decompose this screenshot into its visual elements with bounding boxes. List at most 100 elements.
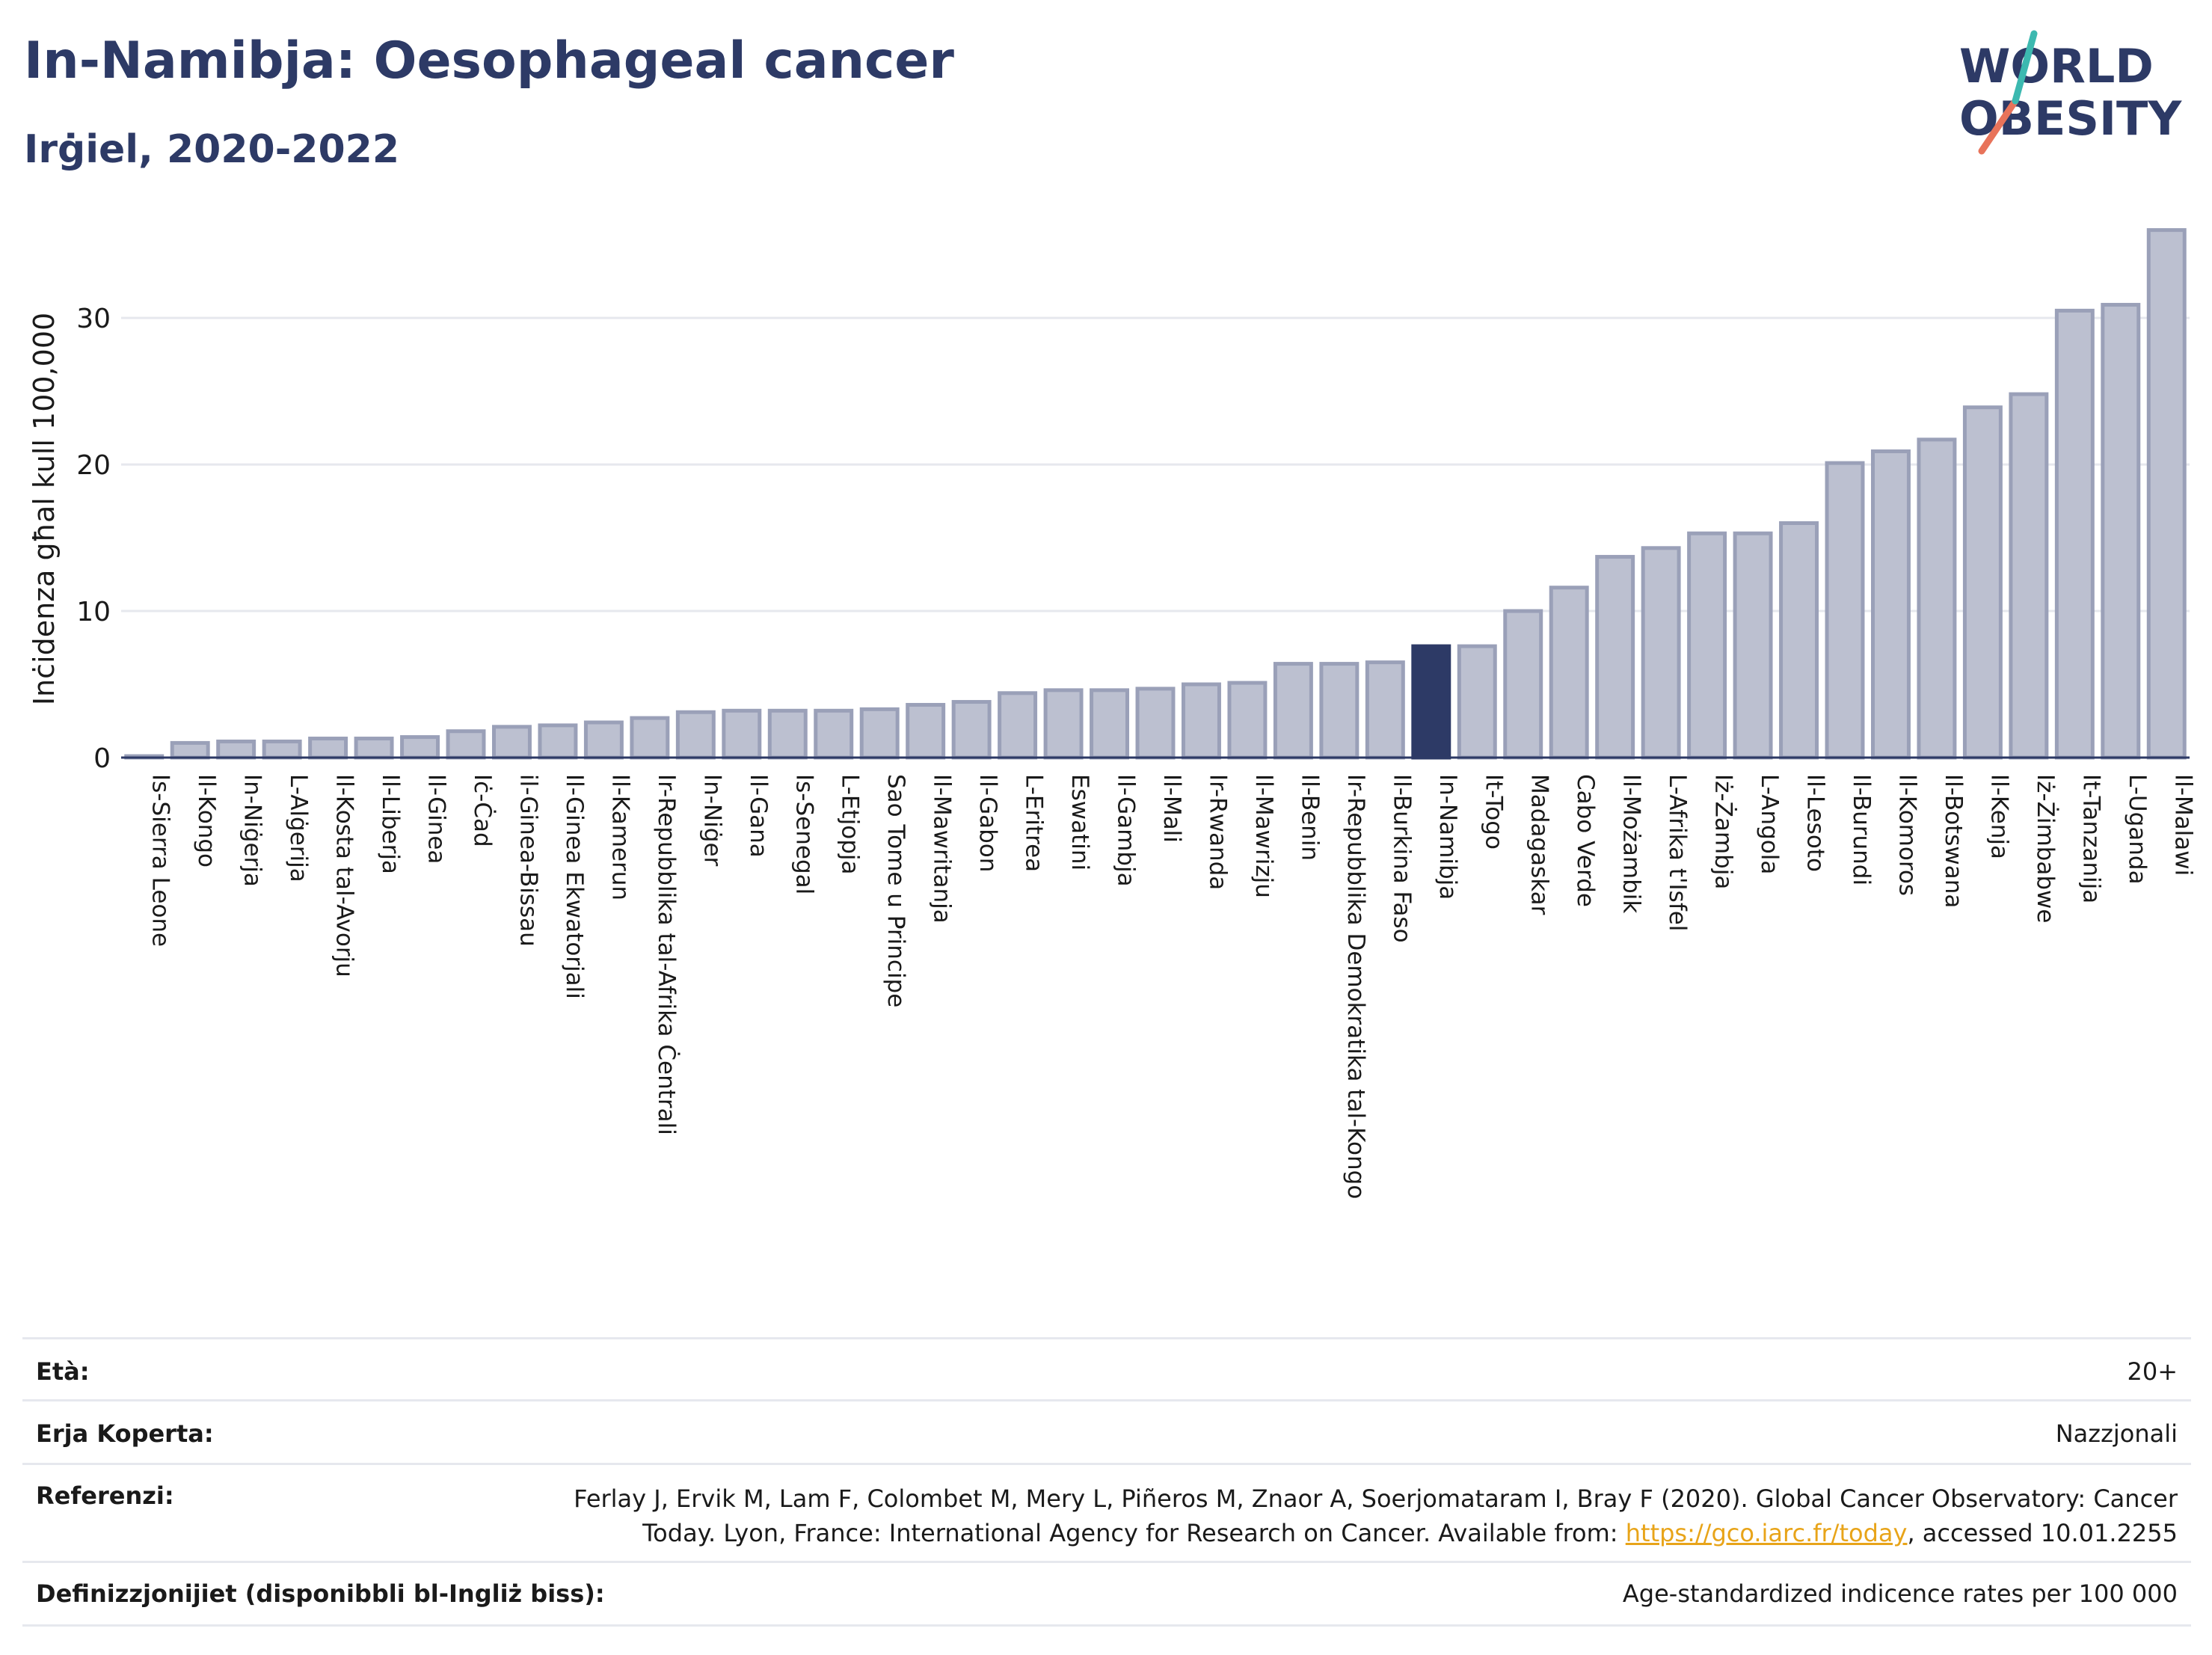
age-value: 20+ [2127,1357,2178,1386]
y-tick-label: 10 [76,597,111,627]
bar [262,739,302,760]
bar [767,708,808,760]
x-tick-label: It-Tanzanija [2077,774,2104,903]
meta-row-area: Erja Koperta: Nazzjonali [22,1399,2191,1463]
y-tick-label: 30 [76,304,111,334]
x-tick-label: L-Uganda [2124,774,2151,885]
x-tick-label: L-Afrika t'Isfel [1664,774,1691,931]
logo-line2: OBESITY [1959,91,2182,146]
y-ticks: 0 10 20 30 [76,304,111,774]
bar [1779,521,1819,760]
meta-row-age: Età: 20+ [22,1337,2191,1399]
definitions-value: Age-standardized indicence rates per 100… [1622,1579,2178,1608]
x-tick-label: Il-Możambik [1618,774,1645,913]
references-label: Referenzi: [36,1481,174,1510]
bar [1641,546,1681,760]
age-label: Età: [36,1357,90,1386]
bar [1917,437,1957,760]
bar [446,729,486,760]
x-tick-label: L-Alġerija [285,774,312,882]
x-tick-label: In-Niġer [698,774,725,867]
x-tick-label: il-Ginea-Bissau [514,774,541,947]
x-tick-label: Ir-Repubblika tal-Afrika Ċentrali [653,774,681,1135]
reference-text: Today. Lyon, France: International Agenc… [642,1519,1626,1547]
reference-line-1: Ferlay J, Ervik M, Lam F, Colombet M, Me… [574,1484,2178,1513]
bar [1090,688,1130,760]
logo-line1: WORLD [1959,39,2154,93]
bar [400,735,440,760]
x-tick-label: Eswatini [1066,774,1093,871]
bar [2009,392,2049,760]
bar [308,737,348,760]
x-tick-label: Cabo Verde [1572,774,1599,907]
x-tick-label: Il-Kongo [193,774,220,868]
x-tick-label: Iċ-Ċad [469,774,497,847]
y-tick-label: 0 [93,743,111,774]
bar [1825,461,1865,760]
x-tick-label: Il-Liberja [377,774,404,874]
x-tick-label: Il-Kenja [1985,774,2012,859]
x-tick-label: Il-Malawi [2169,774,2196,876]
x-tick-label: Il-Burkina Faso [1388,774,1415,943]
x-tick-label: Iż-Żambja [1710,774,1737,889]
x-tick-label: Il-Komoros [1893,774,1920,896]
bar [491,725,532,760]
bar [814,708,854,760]
meta-row-definitions: Definizzjonijiet (disponibbli bl-Ingliż … [22,1561,2191,1627]
x-tick-label: L-Angola [1756,774,1783,874]
area-label: Erja Koperta: [36,1419,214,1448]
bar [630,716,670,760]
x-tick-label: L-Etjopja [837,774,864,875]
bars [124,228,2187,760]
x-tick-label: Il-Gambja [1113,774,1140,887]
world-obesity-logo: WORLD OBESITY [1959,30,2182,155]
x-tick-label: L-Eritrea [1021,774,1048,872]
bar [538,723,578,760]
bar [722,708,762,760]
bar [354,737,394,760]
bar [2054,308,2095,760]
x-tick-label: Is-Senegal [790,774,817,894]
bar [1595,555,1635,760]
area-value: Nazzjonali [2055,1419,2178,1448]
bar [1411,644,1451,760]
x-tick-label: Il-Gabon [974,774,1001,872]
bar [998,691,1038,760]
x-tick-label: It-Togo [1480,774,1507,850]
reference-accessed: , accessed 10.01.2255 [1907,1519,2178,1547]
x-tick-label: Il-Mali [1158,774,1185,843]
y-tick-label: 20 [76,450,111,481]
y-axis-label: Inċidenza għal kull 100,000 [28,313,61,705]
bar [1365,660,1405,760]
x-tick-label: Il-Botswana [1940,774,1967,908]
bar [1227,681,1268,760]
page-title: In-Namibja: Oesophageal cancer [24,31,954,90]
metadata-table: Età: 20+ Erja Koperta: Nazzjonali Refere… [22,1337,2191,1627]
x-tick-label: Is-Sierra Leone [147,774,174,947]
bar-chart: 0 10 20 30 Is-Sierra Leone Il-Kongo In-Niġerj… [28,228,2197,1199]
x-tick-label: Iż-Żimbabwe [2032,774,2059,923]
bar [1503,609,1543,760]
x-tick-label: In-Niġerja [239,774,266,887]
bar [1733,531,1773,760]
page-subtitle: Irġiel, 2020-2022 [24,127,400,172]
bar [1457,644,1497,760]
x-tick-label: Il-Lesoto [1802,774,1829,872]
reference-link[interactable]: https://gco.iarc.fr/today [1625,1519,1908,1547]
bar [1687,531,1727,760]
bar [583,720,624,760]
bar [906,702,946,760]
x-tick-label: In-Namibja [1434,774,1461,900]
meta-row-references: Referenzi: Ferlay J, Ervik M, Lam F, Col… [22,1463,2191,1561]
x-tick-label: Il-Kosta tal-Avorju [331,774,358,977]
x-tick-labels: Is-Sierra Leone Il-Kongo In-Niġerja L-Alġer… [147,774,2197,1199]
bar [2146,228,2187,760]
x-tick-label: Il-Gana [745,774,772,858]
x-tick-label: Ir-Rwanda [1204,774,1231,890]
bar [1135,687,1176,760]
bar [170,740,210,760]
x-tick-label: Il-Mawritanja [929,774,956,924]
x-tick-label: Il-Ginea [423,774,450,864]
bar [1273,662,1313,760]
x-tick-label: Ir-Repubblika Demokratika tal-Kongo [1342,774,1369,1199]
